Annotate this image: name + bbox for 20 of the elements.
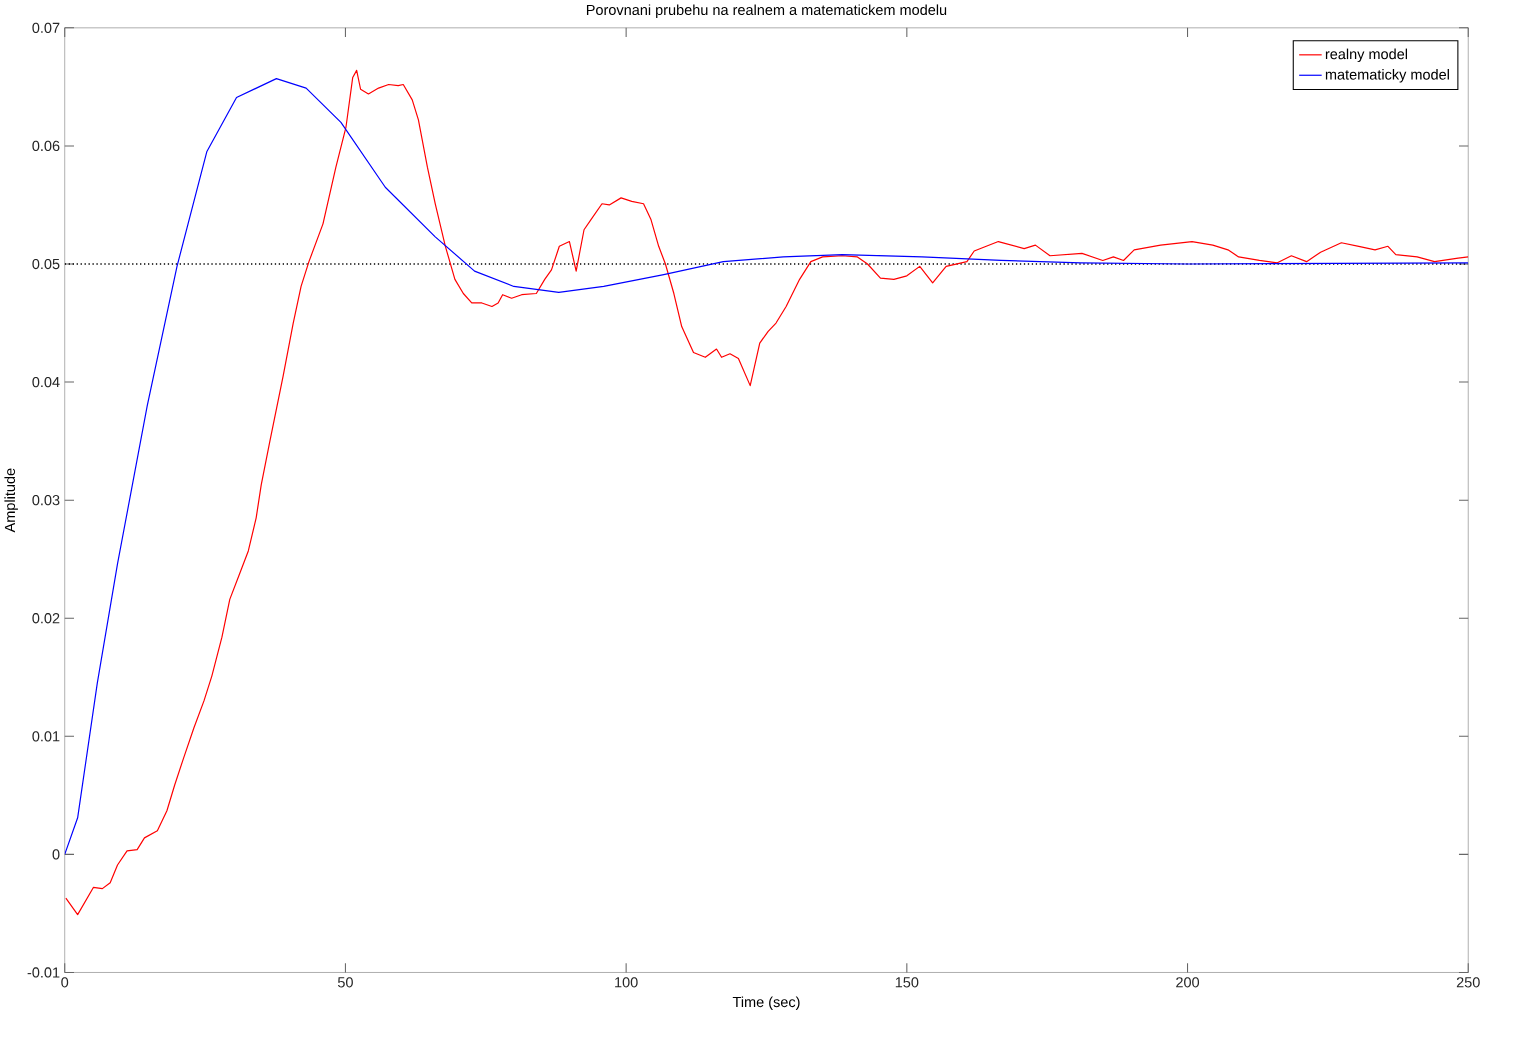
y-tick-label: 0.05 — [32, 258, 60, 269]
x-tick-label: 250 — [1456, 976, 1480, 988]
chart-title: Porovnani prubehu na realnem a matematickem modelu — [586, 4, 947, 18]
x-tick-label: 50 — [337, 976, 353, 988]
legend-label: realny model — [1325, 48, 1408, 62]
y-tick-label: 0.07 — [32, 22, 60, 33]
y-tick-label: 0.06 — [32, 140, 60, 151]
y-axis-title: Amplitude — [4, 468, 18, 533]
x-tick-label: 150 — [895, 976, 919, 988]
y-tick-label: 0 — [52, 849, 60, 860]
y-tick-label: -0.01 — [27, 967, 60, 978]
x-tick-label: 200 — [1176, 976, 1200, 988]
y-tick-label: 0.02 — [32, 612, 60, 624]
y-tick-label: 0.01 — [32, 730, 60, 742]
y-tick-label: 0.03 — [32, 494, 60, 506]
legend-label: matematicky model — [1325, 68, 1449, 83]
y-tick-label: 0.04 — [32, 376, 60, 388]
x-tick-label: 100 — [615, 976, 638, 988]
x-axis-title: Time (sec) — [732, 996, 800, 1010]
x-tick-label: 0 — [61, 976, 69, 988]
